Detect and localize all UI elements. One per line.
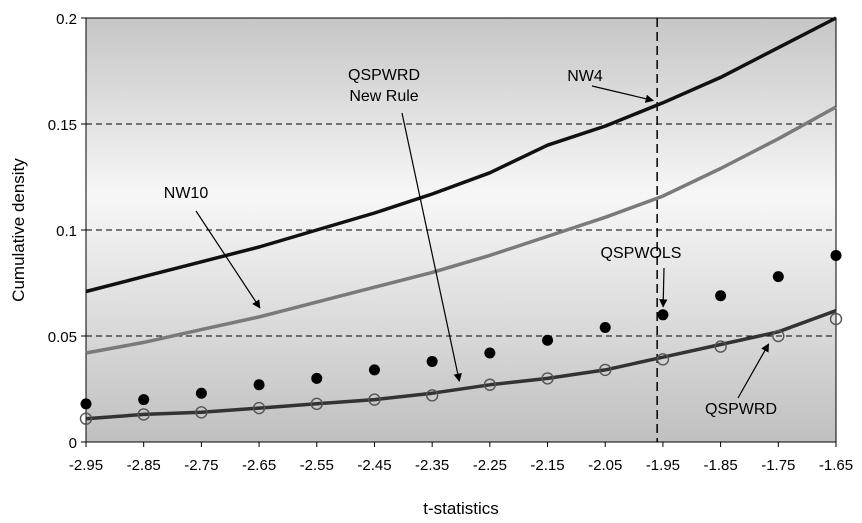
x-tick-label: -2.95 — [69, 457, 103, 474]
y-tick-label: 0.05 — [48, 329, 77, 346]
point-qspwols — [715, 290, 727, 302]
annotation-label: QSPWRD — [348, 67, 420, 84]
x-tick-label: -1.75 — [761, 457, 795, 474]
point-qspwols — [80, 398, 92, 410]
point-qspwrd — [79, 412, 93, 425]
annotation-label: New Rule — [349, 88, 418, 105]
y-axis-title: Cumulative density — [9, 158, 28, 302]
annotation-label: QSPWRD — [705, 401, 777, 418]
x-tick-label: -2.85 — [127, 457, 161, 474]
annotation-label: QSPWOLS — [601, 245, 682, 262]
x-tick-label: -2.65 — [242, 457, 276, 474]
y-tick-label: 0 — [69, 435, 77, 452]
x-tick-label: -2.05 — [588, 457, 622, 474]
point-qspwols — [195, 387, 207, 399]
annotations: NW4 NW10 QSPWRD New Rule QSPWOLS QSPWRD — [164, 67, 777, 418]
point-qspwrd — [137, 408, 150, 421]
series-layer — [79, 16, 843, 425]
x-axis-title: t-statistics — [423, 499, 499, 518]
x-tick-label: -2.75 — [184, 457, 218, 474]
point-qspwrd — [310, 397, 323, 411]
x-tick-label: -2.45 — [357, 457, 391, 474]
gridlines — [86, 18, 836, 442]
point-qspwols — [426, 355, 438, 367]
point-qspwols — [772, 271, 784, 283]
y-tick-label: 0.1 — [56, 223, 77, 240]
point-qspwols — [368, 364, 380, 376]
annotation-arrow — [401, 112, 462, 382]
point-qspwrd — [772, 329, 785, 343]
point-qspwrd — [829, 312, 843, 326]
x-tick-label: -2.35 — [415, 457, 449, 474]
series-line-nw4 — [85, 16, 837, 294]
point-qspwrd — [541, 372, 554, 385]
point-qspwols — [542, 334, 554, 346]
point-qspwrd — [599, 363, 612, 377]
annotation-arrow — [737, 343, 770, 399]
series-line-qspwrd-new-rule — [85, 308, 837, 421]
y-tick-label: 0.2 — [56, 11, 77, 28]
point-qspwols — [830, 249, 842, 261]
annotation-arrow — [659, 267, 668, 308]
point-qspwols — [599, 322, 611, 334]
point-qspwols — [484, 347, 496, 359]
x-tick-label: -2.15 — [530, 457, 564, 474]
point-qspwols — [657, 309, 669, 321]
x-tick-label: -2.25 — [473, 457, 507, 474]
point-qspwols — [311, 372, 323, 384]
annotation-label: NW4 — [567, 68, 603, 85]
x-tick-label: -2.55 — [300, 457, 334, 474]
point-qspwrd — [425, 389, 439, 402]
annotation-arrow — [591, 85, 655, 103]
x-tick-label: -1.85 — [704, 457, 738, 474]
axes: 0 0.05 0.1 0.15 0.2 -2.95 -2.85 -2.75 -2.65 -2.55… — [48, 11, 853, 474]
annotation-arrow — [195, 210, 261, 309]
point-qspwrd — [252, 401, 266, 415]
point-qspwrd — [368, 393, 381, 406]
x-tick-label: -1.65 — [819, 457, 853, 474]
x-tick-label: -1.95 — [646, 457, 680, 474]
point-qspwols — [138, 394, 150, 406]
point-qspwols — [253, 379, 265, 391]
annotation-label: NW10 — [164, 185, 209, 202]
point-qspwrd — [195, 406, 208, 419]
point-qspwrd — [714, 340, 727, 353]
point-qspwrd — [656, 353, 670, 366]
series-line-nw10 — [85, 105, 837, 355]
y-tick-label: 0.15 — [48, 117, 77, 134]
point-qspwrd — [483, 378, 497, 391]
